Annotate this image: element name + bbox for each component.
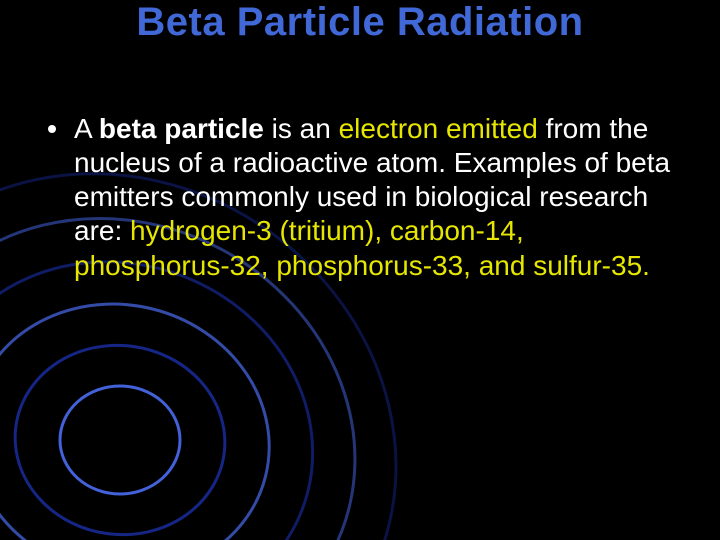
text-run: A xyxy=(74,113,99,144)
slide-title: Beta Particle Radiation xyxy=(0,0,720,45)
text-run: is an xyxy=(264,113,339,144)
slide: Beta Particle Radiation A beta particle … xyxy=(0,0,720,540)
bullet-item: A beta particle is an electron emitted f… xyxy=(40,112,680,283)
text-run: electron emitted xyxy=(339,113,538,144)
text-run: beta particle xyxy=(99,113,264,144)
bullet-list: A beta particle is an electron emitted f… xyxy=(40,112,680,283)
slide-body: A beta particle is an electron emitted f… xyxy=(40,112,680,283)
bullet-text: A beta particle is an electron emitted f… xyxy=(74,113,670,281)
text-run: hydrogen-3 (tritium), carbon-14, phospho… xyxy=(74,215,650,280)
